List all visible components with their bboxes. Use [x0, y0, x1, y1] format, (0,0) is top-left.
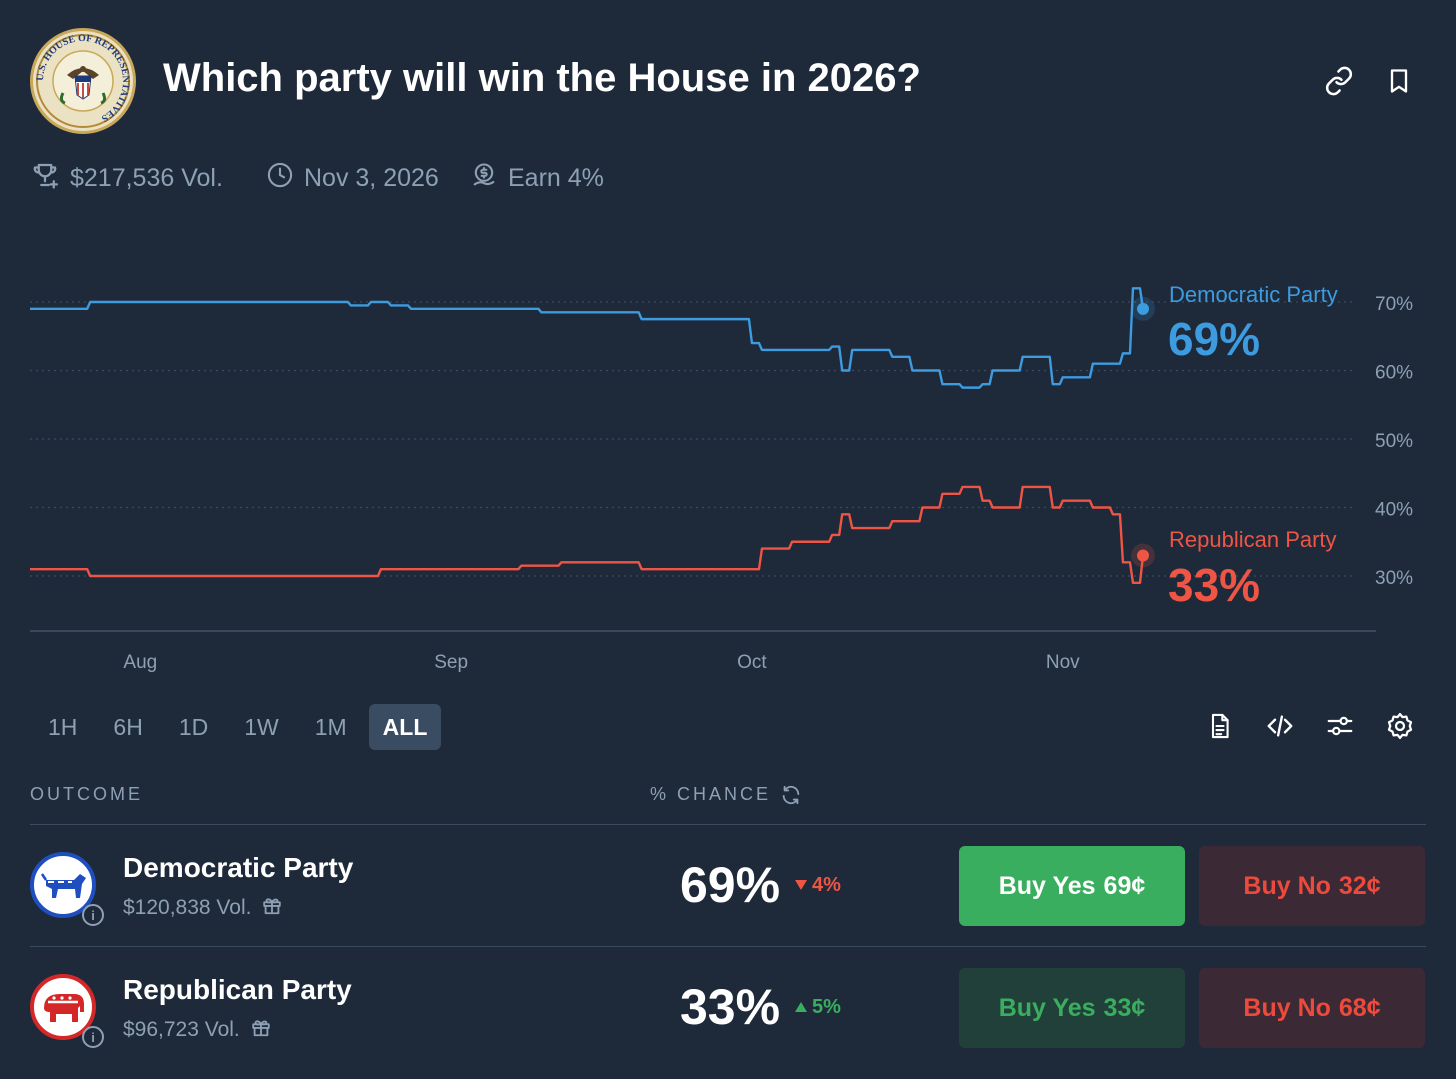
end-date-meta: Nov 3, 2026 [266, 160, 439, 196]
series-legend-label: Democratic Party [1169, 282, 1338, 307]
volume-meta: $217,536 Vol. [30, 160, 223, 196]
y-tick-label: 70% [1375, 294, 1413, 315]
info-icon[interactable]: i [82, 1026, 104, 1048]
timeframe-1w[interactable]: 1W [244, 713, 279, 740]
timeframe-1m[interactable]: 1M [314, 713, 347, 740]
buy-yes-label: Buy Yes [998, 871, 1096, 900]
buy-no-label: Buy No [1243, 993, 1331, 1022]
link-icon[interactable] [1322, 64, 1356, 98]
embed-code-icon[interactable] [1262, 708, 1298, 744]
buy-no-button[interactable]: Buy No 68¢ [1199, 968, 1425, 1048]
buy-yes-price: 69¢ [1103, 871, 1146, 900]
outcome-volume: $120,838 Vol. [123, 894, 283, 922]
price-history-chart[interactable]: 70% 60% 50% 40% 30% Aug Sep Oct Nov Democratic … [0, 250, 1456, 690]
earn-meta[interactable]: Earn 4% [470, 160, 604, 196]
y-tick-label: 40% [1375, 500, 1413, 521]
buy-no-label: Buy No [1243, 871, 1331, 900]
timeframe-all[interactable]: ALL [368, 704, 442, 750]
timeframe-1d[interactable]: 1D [178, 713, 209, 740]
total-volume: $217,536 Vol. [70, 163, 223, 192]
buy-no-price: 68¢ [1338, 993, 1381, 1022]
buy-yes-price: 33¢ [1103, 993, 1146, 1022]
outcome-volume: $96,723 Vol. [123, 1016, 272, 1044]
chart-toolbar [1202, 708, 1418, 744]
series-end-point[interactable] [1137, 302, 1149, 315]
buy-no-price: 32¢ [1338, 871, 1381, 900]
chance-column-header: % CHANCE [650, 784, 772, 804]
buy-yes-button[interactable]: Buy Yes 69¢ [959, 846, 1185, 926]
gift-icon[interactable] [250, 1016, 272, 1044]
outcome-column-header: OUTCOME [30, 784, 143, 804]
house-seal-logo: U.S. HOUSE OF REPRESENTATIVES [30, 28, 136, 134]
outcome-name[interactable]: Democratic Party [123, 852, 354, 883]
buy-yes-label: Buy Yes [998, 993, 1096, 1022]
earn-coin-icon [470, 161, 498, 196]
buy-yes-button[interactable]: Buy Yes 33¢ [959, 968, 1185, 1048]
refresh-icon[interactable] [780, 784, 802, 811]
x-tick-label: Aug [123, 652, 157, 673]
page-title: Which party will win the House in 2026? [163, 56, 921, 100]
row-divider [30, 946, 1426, 947]
chance-change: 5% [794, 996, 841, 1019]
outcome-volume-text: $120,838 Vol. [123, 896, 252, 919]
outcome-chance: 33% [680, 979, 781, 1035]
series-line-1[interactable] [30, 485, 1145, 585]
timeframe-6h[interactable]: 6H [113, 713, 143, 740]
series-current-value: 33% [1168, 559, 1260, 611]
up-triangle-icon [794, 996, 808, 1019]
end-date: Nov 3, 2026 [304, 163, 439, 192]
chance-change-value: 5% [812, 996, 841, 1018]
y-tick-label: 60% [1375, 363, 1413, 384]
chance-change: 4% [794, 874, 841, 897]
table-divider [30, 824, 1426, 825]
series-end-point[interactable] [1137, 549, 1149, 562]
trophy-icon [30, 160, 60, 197]
x-tick-label: Oct [737, 652, 767, 673]
bookmark-icon[interactable] [1382, 64, 1416, 98]
earn-label: Earn 4% [508, 163, 604, 192]
x-tick-label: Sep [434, 652, 468, 673]
gift-icon[interactable] [261, 894, 283, 922]
y-tick-label: 50% [1375, 431, 1413, 452]
chance-change-value: 4% [812, 874, 841, 896]
outcome-row-republican: i Republican Party $96,723 Vol. 33% 5% B… [30, 948, 1426, 1068]
timeframe-selector: 1H 6H 1D 1W 1M ALL [34, 704, 442, 750]
sliders-icon[interactable] [1322, 708, 1358, 744]
x-tick-label: Nov [1046, 652, 1080, 673]
series-legend-label: Republican Party [1169, 527, 1337, 552]
timeframe-1h[interactable]: 1H [48, 713, 78, 740]
settings-icon[interactable] [1382, 708, 1418, 744]
outcome-name[interactable]: Republican Party [123, 974, 352, 1005]
outcome-volume-text: $96,723 Vol. [123, 1018, 240, 1041]
outcome-chance: 69% [680, 857, 781, 913]
buy-no-button[interactable]: Buy No 32¢ [1199, 846, 1425, 926]
info-icon[interactable]: i [82, 904, 104, 926]
series-line-0[interactable] [30, 287, 1145, 389]
series-current-value: 69% [1168, 313, 1260, 365]
y-tick-label: 30% [1375, 568, 1413, 589]
outcome-row-democratic: i Democratic Party $120,838 Vol. 69% 4% … [30, 826, 1426, 946]
document-icon[interactable] [1202, 708, 1238, 744]
down-triangle-icon [794, 874, 808, 897]
clock-icon [266, 161, 294, 196]
